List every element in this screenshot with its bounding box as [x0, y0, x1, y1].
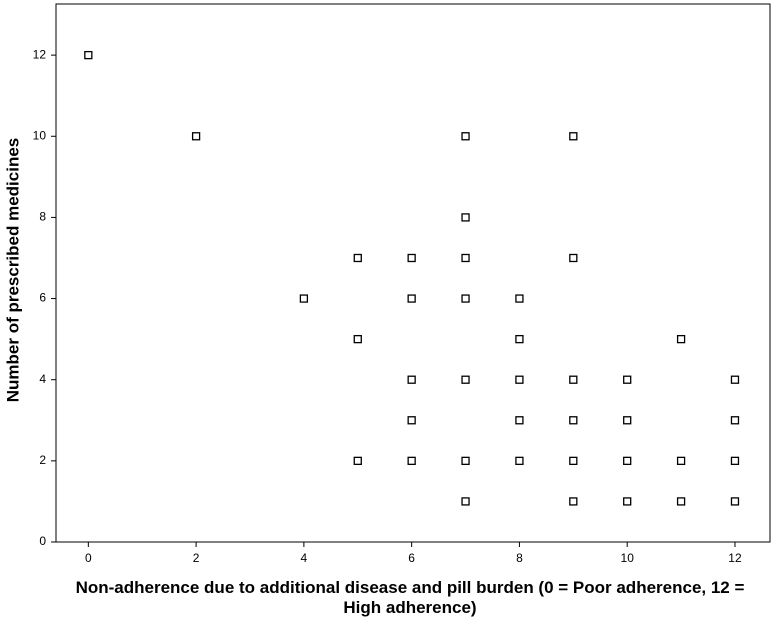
point	[191, 132, 201, 141]
point	[676, 497, 686, 506]
x-tick-label: 8	[516, 551, 523, 565]
y-tick-label: 10	[33, 128, 47, 142]
point	[676, 334, 686, 344]
point	[676, 456, 686, 466]
x-tick-label: 10	[621, 551, 635, 565]
point	[461, 213, 470, 222]
y-axis-label: Number of prescribed medicines	[3, 138, 22, 403]
point	[461, 132, 470, 141]
point	[461, 456, 470, 466]
point	[407, 416, 416, 425]
point	[515, 416, 524, 425]
y-tick-label: 4	[39, 372, 46, 386]
point	[569, 253, 578, 263]
y-tick-label: 8	[39, 210, 46, 224]
point	[407, 294, 416, 303]
point	[569, 416, 578, 425]
point	[353, 253, 362, 263]
point	[353, 456, 362, 466]
point	[623, 497, 632, 506]
point	[461, 253, 470, 263]
point	[515, 375, 524, 384]
point	[461, 497, 470, 506]
point	[461, 294, 470, 303]
y-tick-label: 6	[39, 291, 46, 305]
point	[299, 294, 309, 303]
point	[623, 416, 632, 425]
x-tick-label: 4	[301, 551, 308, 565]
point	[515, 456, 524, 466]
x-tick-label: 0	[85, 551, 92, 565]
point	[407, 456, 416, 466]
y-tick-label: 2	[39, 453, 46, 467]
point	[569, 497, 578, 506]
x-tick-label: 2	[193, 551, 200, 565]
point	[407, 253, 416, 263]
y-tick-label: 0	[39, 534, 46, 548]
x-tick-label: 12	[728, 551, 742, 565]
point	[515, 294, 524, 303]
point	[730, 456, 740, 466]
y-tick-label: 12	[33, 47, 47, 61]
point	[730, 416, 740, 425]
x-tick-label: 6	[408, 551, 415, 565]
point	[569, 456, 578, 466]
point	[730, 497, 740, 506]
point	[623, 375, 632, 384]
point	[623, 456, 632, 466]
point	[569, 375, 578, 384]
point	[730, 375, 740, 384]
plot-frame	[55, 3, 771, 543]
point	[515, 334, 524, 344]
point	[461, 375, 470, 384]
point	[84, 50, 93, 60]
x-axis-label: Non-adherence due to additional disease …	[75, 578, 745, 617]
point	[407, 375, 416, 384]
point	[569, 132, 578, 141]
point	[353, 334, 362, 344]
